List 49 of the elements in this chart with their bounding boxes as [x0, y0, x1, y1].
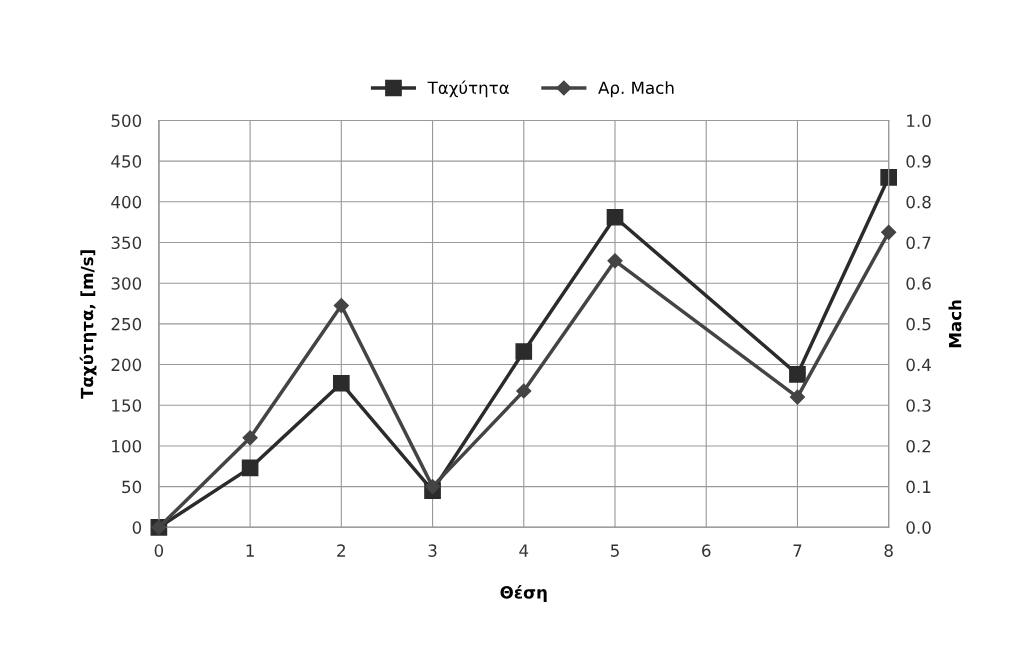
- x-tick-label: 5: [610, 544, 619, 557]
- x-tick-label: 2: [337, 544, 345, 557]
- y-tick-label: 0: [132, 521, 142, 534]
- y-tick-label: 350: [111, 236, 142, 250]
- point: [332, 374, 350, 392]
- point: [424, 479, 441, 495]
- x-tick-label: 8: [884, 544, 893, 557]
- y-tick-label: 100: [112, 439, 142, 453]
- point: [606, 208, 624, 226]
- point: [881, 224, 897, 240]
- x-tick-label: 7: [793, 544, 802, 557]
- point: [515, 343, 533, 360]
- point: [607, 253, 623, 269]
- point: [516, 383, 532, 399]
- point: [241, 459, 259, 477]
- y2-tick-label: 0.1: [906, 480, 931, 494]
- legend-label: Αρ. Mach: [598, 81, 674, 98]
- y2-tick-label: 1.0: [907, 114, 931, 127]
- point: [789, 365, 806, 383]
- x-tick-label: 1: [246, 544, 254, 557]
- y2-tick-label: 0.2: [906, 439, 931, 453]
- y2-tick-label: 0.5: [906, 317, 931, 331]
- point: [333, 297, 349, 314]
- y2-axis-title: Mach: [948, 300, 962, 348]
- y2-tick-label: 0.6: [906, 277, 931, 290]
- y-tick-label: 200: [111, 358, 142, 372]
- y2-tick-label: 0.7: [906, 236, 931, 250]
- y2-tick-label: 0.0: [906, 521, 931, 534]
- y-tick-label: 500: [111, 114, 142, 127]
- y2-tick-label: 0.4: [906, 358, 931, 372]
- y-axis-title: Ταχύτητα, [m/s]: [79, 250, 97, 399]
- x-tick-label: 4: [519, 544, 529, 557]
- y2-tick-label: 0.3: [906, 399, 931, 412]
- y-tick-label: 50: [122, 480, 142, 494]
- point: [242, 430, 258, 446]
- x-tick-label: 3: [428, 544, 437, 557]
- y-tick-label: 450: [111, 155, 142, 168]
- y-tick-label: 150: [112, 399, 142, 412]
- legend-label: Ταχύτητα: [427, 80, 509, 98]
- y-tick-label: 300: [111, 277, 142, 290]
- y2-tick-label: 0.8: [906, 195, 931, 209]
- y-tick-label: 250: [111, 317, 142, 331]
- point: [789, 389, 806, 405]
- x-tick-label: 0: [154, 544, 164, 557]
- y-tick-label: 400: [111, 195, 142, 209]
- y2-tick-label: 0.9: [906, 155, 931, 168]
- x-axis-title: Θέση: [500, 585, 547, 602]
- point: [880, 169, 898, 186]
- x-tick-label: 6: [702, 544, 711, 557]
